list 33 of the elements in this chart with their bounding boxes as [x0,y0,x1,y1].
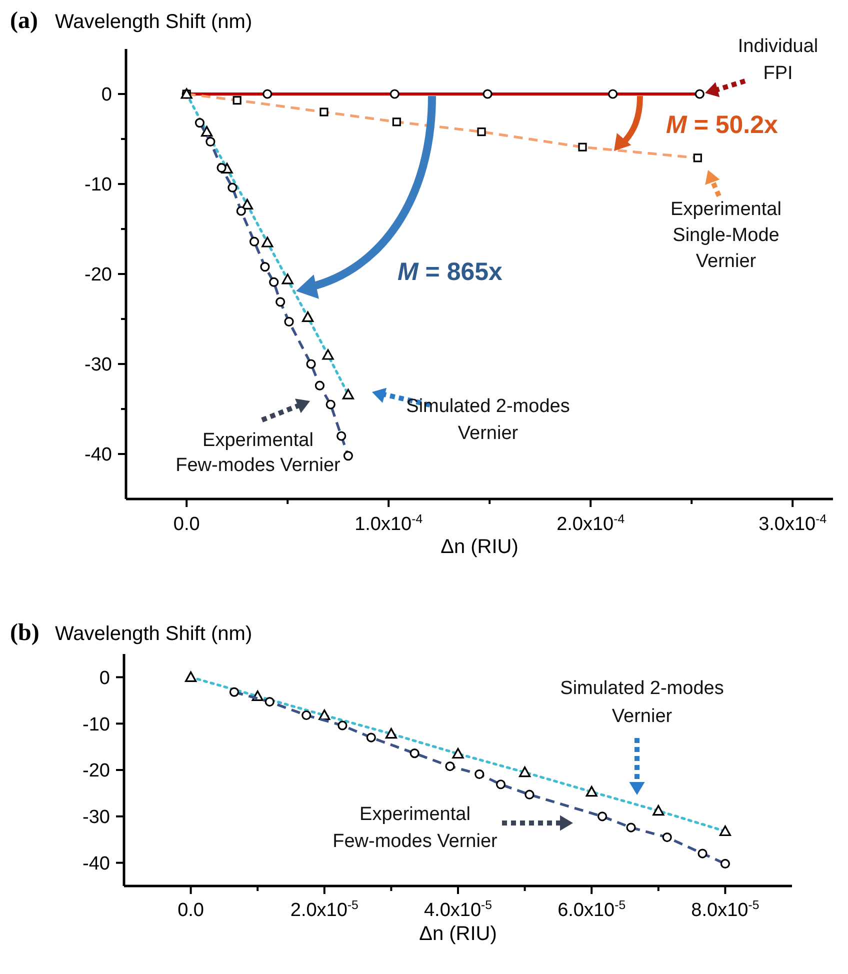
x-tick-label: 0.0 [178,900,204,921]
x-axis-title: Δn (RIU) [440,536,518,558]
y-tick-label: 0 [101,84,112,106]
annotation: M = 865x [398,258,503,286]
x-axis-title: Δn (RIU) [419,923,497,945]
chart-title: (b) [10,620,40,646]
series-label: Experimental Few-modes Vernier [332,804,498,852]
y-axis-title: Wavelength Shift (nm) [55,623,252,645]
text: Simulated 2-modes Vernier [560,678,724,727]
x-tick-label: 2.0x10$^{-4}$ [556,512,625,535]
x-tick-label: 1.0x10$^{-4}$ [354,512,423,535]
x-tick-label: 8.0x10$^{-5}$ [691,898,760,921]
x-tick-label: 6.0x10$^{-5}$ [558,898,626,921]
x-tick-label: 2.0x10$^{-5}$ [290,898,359,921]
y-tick-label: -10 [84,174,112,196]
series-label: Individual FPI [738,36,818,84]
x-tick-label: 3.0x10$^{-4}$ [758,512,827,535]
series-label: Experimental Few-modes Vernier [176,430,342,476]
y-tick-label: -30 [82,807,110,828]
y-axis-title: Wavelength Shift (nm) [55,11,252,33]
y-tick-label: -10 [82,714,110,736]
y-tick-label: -30 [84,354,112,376]
text: Simulated 2-modes Vernier [406,396,570,444]
y-tick-label: -20 [82,760,110,782]
x-tick-label: 4.0x10$^{-5}$ [424,898,492,921]
chart-title: (a) [10,8,38,34]
x-tick-label: 0.0 [173,514,200,535]
y-tick-label: -20 [84,264,112,286]
annotation: M = 50.2x [666,111,778,139]
text: Experimental Single-Mode Vernier [670,199,782,272]
y-tick-label: -40 [82,853,110,874]
y-tick-label: -40 [84,444,112,466]
y-tick-label: 0 [99,668,110,689]
